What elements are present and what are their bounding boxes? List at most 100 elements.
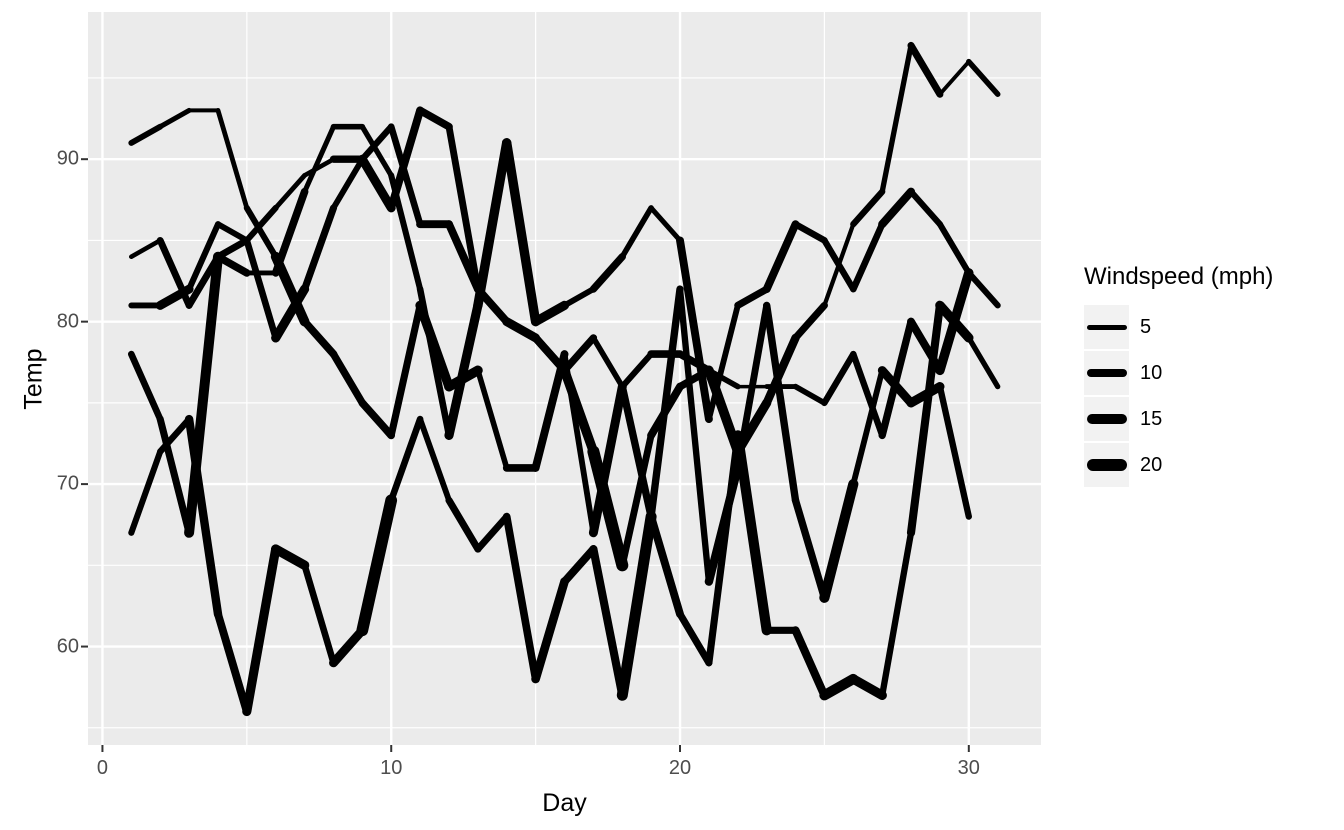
series-line-segment <box>242 544 281 717</box>
series-line-segment <box>935 268 974 376</box>
series-line-segment <box>503 318 540 342</box>
series-line-segment <box>560 334 598 375</box>
series-line-segment <box>329 350 366 407</box>
series-line-segment <box>475 367 510 471</box>
series-line-segment <box>357 154 396 213</box>
series-line-segment <box>501 138 541 327</box>
series-line-segment <box>647 512 684 619</box>
series-line-segment <box>531 577 569 684</box>
legend-item-label: 5 <box>1140 315 1152 338</box>
series-line-segment <box>128 123 164 146</box>
series-line-segment <box>474 513 511 553</box>
series-line-segment <box>819 479 859 603</box>
series-line-segment <box>185 253 222 309</box>
series-line-segment <box>705 302 741 423</box>
size-legend: Windspeed (mph) 5 10 15 <box>1084 263 1273 489</box>
series-line-segment <box>214 610 251 716</box>
y-axis-tick-label: 70 <box>56 472 79 495</box>
series-line-segment <box>128 448 164 536</box>
series-line-segment <box>356 494 398 637</box>
series-line-segment <box>878 187 916 229</box>
series-line-segment <box>763 301 800 504</box>
series-line-segment <box>301 561 337 667</box>
series-line-segment <box>560 545 598 586</box>
series-line-segment <box>302 156 336 178</box>
series-line-segment <box>850 188 886 228</box>
x-axis-tick-label: 30 <box>957 757 980 779</box>
legend-item: 10 <box>1084 351 1273 395</box>
series-line-segment <box>792 220 828 244</box>
series-line-segment <box>387 301 424 439</box>
series-line-segment <box>502 512 540 683</box>
series-line-segment <box>819 673 859 701</box>
series-line-segment <box>590 335 626 390</box>
series-line-segment <box>850 350 886 439</box>
series-line-segment <box>762 220 800 294</box>
series-line-segment <box>300 317 338 358</box>
series-line-segment <box>127 350 164 423</box>
series-line-segment <box>445 123 482 293</box>
series-line-segment <box>734 285 771 309</box>
series-line-segment <box>938 59 971 97</box>
legend-key-swatch <box>1084 397 1129 441</box>
series-line-segment <box>616 511 657 701</box>
series-line-segment <box>415 300 454 392</box>
series-line-segment <box>648 205 683 243</box>
series-line-segment <box>473 138 512 311</box>
series-line-segment <box>186 221 222 293</box>
series-line-segment <box>359 124 394 179</box>
legend-key-swatch <box>1084 351 1129 395</box>
series-line-segment <box>416 106 453 131</box>
series-line-segment <box>907 317 944 375</box>
series-line-segment <box>270 544 310 571</box>
series-line-segment <box>358 399 396 440</box>
line-width-swatch-icon <box>1086 414 1127 424</box>
series-line-segment <box>619 205 654 260</box>
series-line-segment <box>907 188 943 228</box>
series-line-segment <box>330 156 366 211</box>
series-line-segment <box>531 350 569 472</box>
x-axis-tick-label: 0 <box>96 757 108 779</box>
series-line-segment <box>879 529 915 699</box>
line-width-swatch-icon <box>1086 369 1127 377</box>
series-line-segment <box>387 415 424 504</box>
series-line-segment <box>966 58 1001 97</box>
series-line-segment <box>157 107 192 130</box>
series-line-segment <box>791 626 829 700</box>
series-line-segment <box>704 365 743 457</box>
y-axis-title: Temp <box>19 348 48 410</box>
x-axis-tick-label: 20 <box>668 757 692 779</box>
series-line-segment <box>417 416 452 504</box>
series-line-segment <box>734 301 771 472</box>
series-line-segment <box>387 123 424 228</box>
series-line-segment <box>791 301 828 342</box>
series-line-segment <box>965 269 1001 309</box>
series-line-segment <box>618 382 655 521</box>
series-line-segment <box>444 365 483 392</box>
series-line-segment <box>936 383 972 520</box>
series-line-segment <box>878 317 915 440</box>
series-line-segment <box>966 335 1001 390</box>
series-line-segment <box>822 222 856 308</box>
series-line-segment <box>214 236 251 261</box>
series-line-segment <box>243 204 279 260</box>
series-line-segment <box>302 124 337 195</box>
series-line-segment <box>877 366 916 408</box>
series-line-segment <box>214 252 251 277</box>
series-line-segment <box>587 445 629 572</box>
series-line-segment <box>156 415 193 537</box>
series-line-segment <box>906 382 945 408</box>
series-line-segment <box>589 253 626 293</box>
series-line-segment <box>215 221 250 244</box>
series-line-segment <box>445 220 482 294</box>
series-line-segment <box>155 284 194 310</box>
series-line-segment <box>676 236 713 424</box>
series-line-segment <box>676 610 713 667</box>
series-line-segment <box>848 674 887 701</box>
legend-key-swatch <box>1084 305 1129 349</box>
series-line-segment <box>792 383 828 406</box>
legend-item-label: 20 <box>1140 453 1163 476</box>
series-line-segment <box>588 382 627 538</box>
